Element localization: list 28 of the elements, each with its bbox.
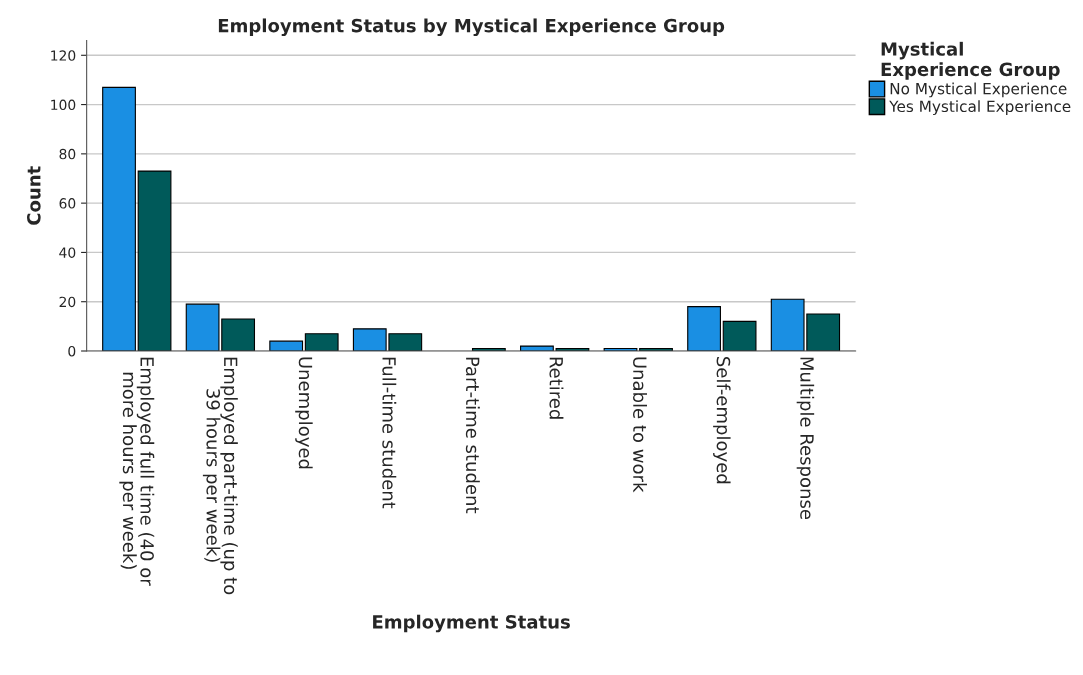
chart-title: Employment Status by Mystical Experience Group xyxy=(218,18,725,37)
x-tick-label: Unable to work xyxy=(633,357,647,493)
y-tick-label: 60 xyxy=(59,198,76,209)
y-tick-label: 100 xyxy=(51,99,76,111)
y-tick-label: 0 xyxy=(68,345,76,357)
legend-title: Mystical Experience Group xyxy=(881,41,1060,80)
y-tick-label: 120 xyxy=(51,50,76,61)
x-tick-label: Full-time student xyxy=(382,357,397,509)
bar xyxy=(137,170,172,351)
y-tick-label: 20 xyxy=(59,296,76,308)
x-tick-label: Retired xyxy=(549,357,564,419)
bar xyxy=(687,306,721,351)
x-tick-label: Multiple Response xyxy=(796,357,815,520)
legend-label: Yes Mystical Experience xyxy=(889,100,1071,116)
x-tick-label: Part-time student xyxy=(465,357,480,514)
bar xyxy=(304,333,339,351)
x-tick-label: Self-employed xyxy=(713,357,731,484)
legend-label: No Mystical Experience xyxy=(890,82,1067,98)
bar xyxy=(269,340,304,351)
x-tick-label: Employed full time (40 or more hours per week) xyxy=(119,357,155,586)
x-axis-title: Employment Status xyxy=(373,614,570,633)
bar xyxy=(102,86,136,351)
y-tick-label: 80 xyxy=(59,148,76,160)
y-tick-label: 40 xyxy=(59,247,76,258)
x-tick-label: Employed part-time (up to 39 hours per week) xyxy=(202,357,238,595)
y-axis-title: Count xyxy=(27,166,41,225)
x-tick-label: Unemployed xyxy=(295,357,313,469)
bar xyxy=(722,320,757,351)
